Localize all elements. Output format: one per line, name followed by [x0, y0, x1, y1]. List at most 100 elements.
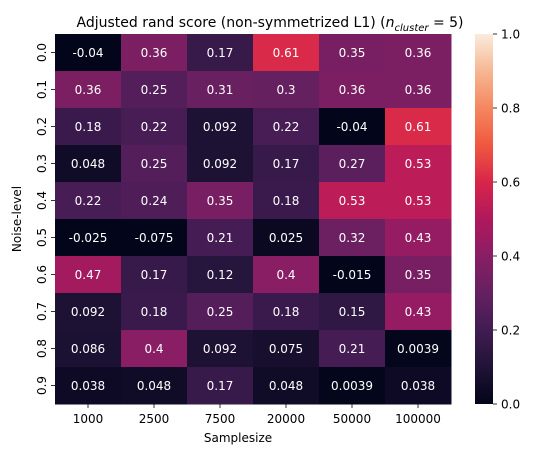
chart-title-math-sub: cluster — [395, 23, 430, 34]
cell-value-label: -0.075 — [135, 231, 174, 245]
chart-title-math-rest: = 5) — [429, 15, 464, 31]
heatmap-cell — [187, 367, 254, 405]
x-tick-label: 20000 — [267, 412, 305, 426]
cell-value-label: 0.048 — [269, 379, 303, 393]
cell-value-label: 0.092 — [203, 120, 237, 134]
cell-value-label: 0.53 — [405, 194, 432, 208]
colorbar-axis: 0.0 0.2 0.4 0.6 0.8 1.0 — [493, 28, 520, 412]
cell-value-label: 0.25 — [207, 305, 234, 319]
cell-value-label: 0.18 — [273, 194, 300, 208]
cell-value-label: 0.0039 — [397, 342, 439, 356]
cell-value-label: 0.092 — [71, 305, 105, 319]
heatmap-cell — [319, 34, 386, 72]
heatmap-cell — [187, 108, 254, 146]
heatmap-cell — [319, 256, 386, 294]
y-tick-label: 0.0 — [35, 43, 49, 62]
cell-value-label: 0.25 — [141, 83, 168, 97]
heatmap-cell — [385, 34, 452, 72]
heatmap-cell — [253, 34, 320, 72]
heatmap-cell — [385, 367, 452, 405]
y-tick-label: 0.5 — [35, 228, 49, 247]
cell-value-label: 0.43 — [405, 231, 432, 245]
x-tick-label: 100000 — [395, 412, 441, 426]
heatmap-cell — [319, 182, 386, 220]
heatmap-cell — [55, 182, 122, 220]
cell-value-label: 0.18 — [141, 305, 168, 319]
colorbar — [475, 34, 493, 404]
cell-value-label: 0.12 — [207, 268, 234, 282]
heatmap-cell — [121, 182, 188, 220]
heatmap-cell — [319, 145, 386, 183]
heatmap-cell — [121, 330, 188, 368]
heatmap-cell — [253, 293, 320, 331]
heatmap-cell — [187, 71, 254, 109]
cell-value-label: 0.53 — [339, 194, 366, 208]
y-tick-label: 0.1 — [35, 80, 49, 99]
heatmap-cell — [121, 145, 188, 183]
cell-value-label: 0.075 — [269, 342, 303, 356]
heatmap-cell — [121, 219, 188, 257]
heatmap-cell — [55, 71, 122, 109]
colorbar-tick-label: 0.2 — [501, 324, 520, 338]
colorbar-tick-label: 0.6 — [501, 176, 520, 190]
heatmap-cell — [55, 330, 122, 368]
x-axis-label: Samplesize — [204, 431, 272, 445]
heatmap-cell — [121, 256, 188, 294]
y-tick-label: 0.7 — [35, 302, 49, 321]
chart-title-math-n: n — [386, 15, 395, 31]
cell-value-label: -0.015 — [333, 268, 372, 282]
cell-value-label: 0.15 — [339, 305, 366, 319]
heatmap-cell — [385, 219, 452, 257]
heatmap-cell — [385, 256, 452, 294]
heatmap-cell — [121, 108, 188, 146]
cell-value-label: 0.61 — [273, 46, 300, 60]
cell-value-label: 0.22 — [141, 120, 168, 134]
cell-value-label: 0.086 — [71, 342, 105, 356]
cell-value-label: 0.36 — [75, 83, 102, 97]
y-tick-label: 0.8 — [35, 339, 49, 358]
y-tick-label: 0.2 — [35, 117, 49, 136]
heatmap-cell — [319, 219, 386, 257]
heatmap-cell — [385, 145, 452, 183]
cell-value-label: 0.22 — [75, 194, 102, 208]
heatmap-cell — [55, 108, 122, 146]
cell-value-label: 0.25 — [141, 157, 168, 171]
heatmap-cell — [253, 145, 320, 183]
y-axis-label: Noise-level — [10, 186, 24, 252]
cell-value-label: 0.36 — [405, 46, 432, 60]
cell-value-label: 0.61 — [405, 120, 432, 134]
heatmap-cell — [385, 293, 452, 331]
chart-title-text: Adjusted rand score (non-symmetrized L1)… — [76, 15, 385, 31]
cell-value-label: 0.47 — [75, 268, 102, 282]
x-tick-label: 50000 — [333, 412, 371, 426]
heatmap-cell — [385, 182, 452, 220]
heatmap-cell — [121, 34, 188, 72]
chart-title: Adjusted rand score (non-symmetrized L1)… — [76, 15, 463, 34]
heatmap-cell — [253, 330, 320, 368]
cell-value-label: 0.025 — [269, 231, 303, 245]
heatmap-cell — [187, 293, 254, 331]
heatmap-cell — [319, 293, 386, 331]
cell-value-label: 0.038 — [71, 379, 105, 393]
x-tick-label: 7500 — [205, 412, 236, 426]
cell-value-label: -0.025 — [69, 231, 108, 245]
cell-value-label: 0.53 — [405, 157, 432, 171]
heatmap-cell — [253, 108, 320, 146]
cell-value-label: 0.43 — [405, 305, 432, 319]
cell-value-label: 0.4 — [144, 342, 163, 356]
heatmap-cell — [253, 367, 320, 405]
heatmap-cell — [253, 71, 320, 109]
colorbar-tick-label: 0.0 — [501, 398, 520, 412]
heatmap-cell — [319, 330, 386, 368]
cell-value-label: 0.32 — [339, 231, 366, 245]
colorbar-tick-label: 1.0 — [501, 28, 520, 42]
cell-value-label: 0.36 — [141, 46, 168, 60]
cell-value-label: 0.3 — [276, 83, 295, 97]
cell-value-label: 0.17 — [141, 268, 168, 282]
cell-value-label: 0.4 — [276, 268, 295, 282]
heatmap-cell — [55, 367, 122, 405]
cell-value-label: 0.18 — [75, 120, 102, 134]
y-tick-label: 0.9 — [35, 376, 49, 395]
cell-value-label: 0.35 — [405, 268, 432, 282]
